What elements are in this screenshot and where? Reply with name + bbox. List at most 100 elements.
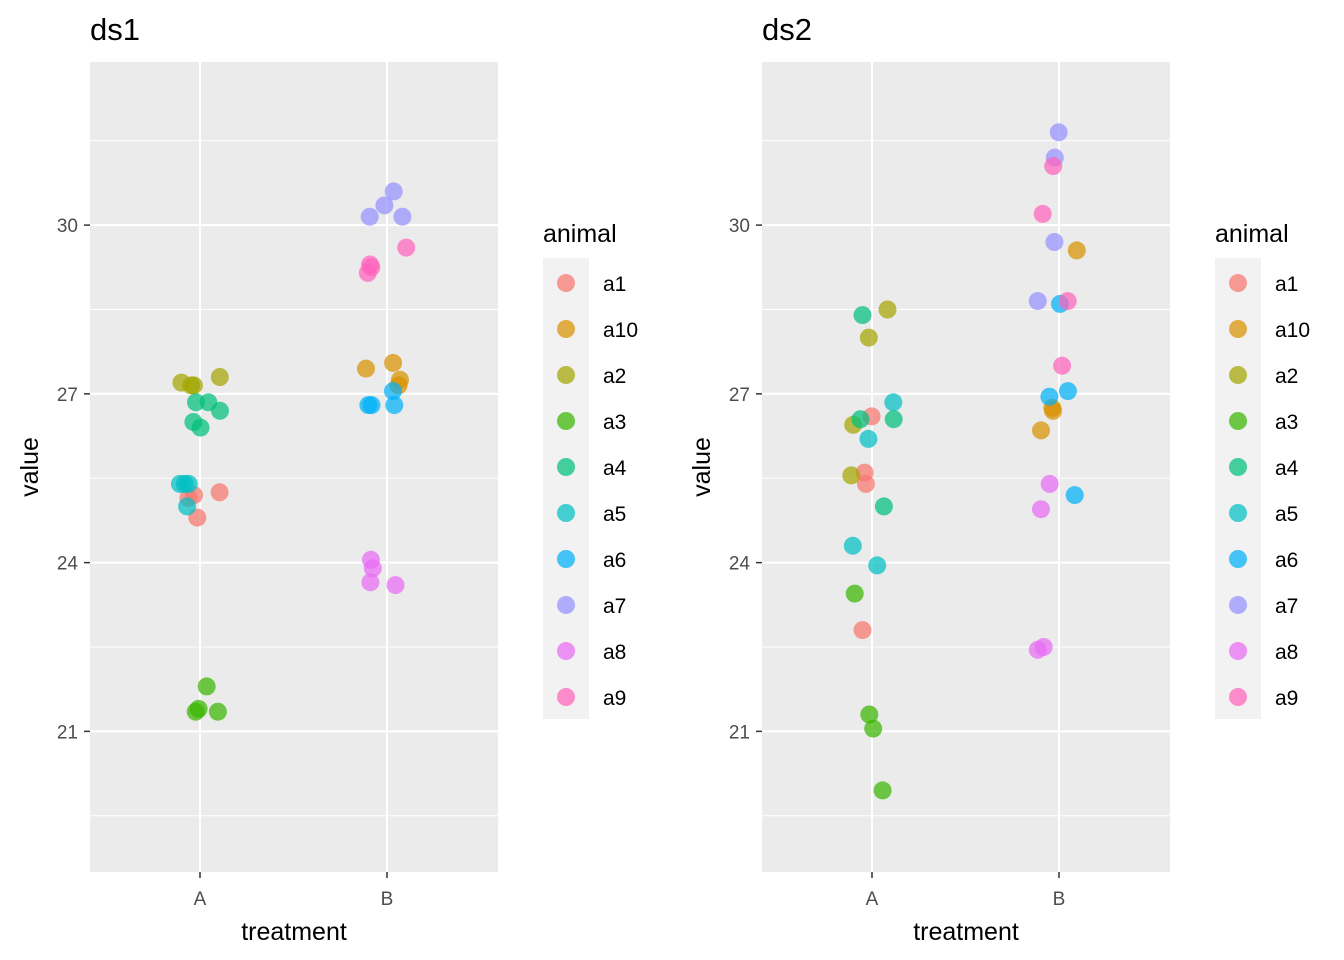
- data-point-a3: [873, 781, 892, 800]
- legend-label: a1: [603, 273, 626, 296]
- panel-background: [762, 62, 1170, 872]
- y-tick-label: 30: [729, 216, 750, 237]
- legend-key-a2: [557, 366, 575, 384]
- x-axis-title: treatment: [241, 918, 347, 946]
- data-point-a7: [384, 182, 403, 201]
- data-point-a3: [860, 705, 879, 724]
- data-point-a5: [868, 556, 887, 575]
- legend-key-a6: [1229, 550, 1247, 568]
- legend-label: a4: [603, 457, 627, 480]
- y-tick-label: 30: [57, 216, 78, 237]
- data-point-a8: [386, 576, 405, 595]
- data-point-a8: [1040, 474, 1059, 493]
- y-tick-label: 27: [57, 385, 78, 406]
- data-point-a3: [189, 699, 208, 718]
- data-point-a6: [1065, 486, 1084, 505]
- legend-title: animal: [1215, 220, 1289, 248]
- data-point-a5: [884, 393, 903, 412]
- data-point-a1: [210, 483, 229, 502]
- legend-key-a8: [557, 642, 575, 660]
- legend-key-a5: [557, 504, 575, 522]
- data-point-a10: [384, 353, 403, 372]
- legend-key-a7: [557, 596, 575, 614]
- data-point-a6: [384, 382, 402, 401]
- legend-key-a9: [557, 688, 575, 706]
- y-tick-label: 21: [57, 722, 78, 743]
- data-point-a5: [179, 474, 198, 493]
- data-point-a4: [851, 410, 870, 429]
- y-tick-label: 24: [57, 554, 79, 575]
- data-point-a10: [1044, 401, 1063, 420]
- data-point-a7: [1028, 292, 1047, 311]
- data-point-a7: [393, 207, 412, 226]
- legend-label: a1: [1275, 273, 1298, 296]
- data-point-a3: [864, 719, 883, 738]
- y-axis-title: value: [16, 437, 44, 497]
- data-point-a8: [363, 559, 382, 578]
- legend-label: a8: [1275, 641, 1298, 664]
- legend-key-a5: [1229, 504, 1247, 522]
- data-point-a2: [210, 368, 229, 386]
- legend-label: a2: [1275, 365, 1298, 388]
- legend-label: a7: [1275, 595, 1298, 618]
- data-point-a4: [211, 401, 229, 420]
- data-point-a4: [853, 306, 872, 325]
- legend-key-a10: [1229, 320, 1247, 338]
- data-point-a8: [1028, 640, 1047, 659]
- data-point-a5: [843, 536, 862, 555]
- legend-label: a9: [1275, 687, 1298, 710]
- data-point-a6: [385, 396, 404, 415]
- data-point-a4: [874, 497, 893, 516]
- legend-label: a10: [603, 319, 638, 342]
- data-point-a2: [842, 466, 861, 485]
- data-point-a9: [1058, 292, 1077, 311]
- legend-label: a3: [1275, 411, 1298, 434]
- legend-key-a7: [1229, 596, 1247, 614]
- legend-key-a3: [1229, 412, 1247, 430]
- y-tick-label: 27: [729, 385, 750, 406]
- data-point-a8: [1032, 500, 1050, 519]
- data-point-a6: [1058, 382, 1077, 401]
- legend-key-a4: [1229, 458, 1247, 476]
- legend-label: a8: [603, 641, 626, 664]
- legend-label: a2: [603, 365, 626, 388]
- legend-title: animal: [543, 220, 617, 248]
- legend-label: a6: [603, 549, 626, 572]
- panel-background: [90, 62, 498, 872]
- legend-key-a3: [557, 412, 575, 430]
- data-point-a10: [1067, 241, 1086, 260]
- legend-key-a8: [1229, 642, 1247, 660]
- legend-key-a10: [557, 320, 575, 338]
- data-point-a10: [357, 359, 375, 378]
- data-point-a8: [361, 573, 380, 592]
- legend-key-a2: [1229, 366, 1247, 384]
- data-point-a4: [191, 418, 210, 437]
- legend-key-a1: [1229, 274, 1247, 292]
- x-axis-title: treatment: [913, 918, 1019, 946]
- x-tick-label: B: [381, 889, 394, 910]
- legend-key-a9: [1229, 688, 1247, 706]
- legend-label: a4: [1275, 457, 1299, 480]
- data-point-a3: [208, 702, 227, 721]
- data-point-a3: [845, 584, 864, 603]
- chart-title: ds2: [762, 12, 812, 47]
- legend-label: a5: [603, 503, 626, 526]
- data-point-a10: [1032, 421, 1050, 440]
- data-point-a9: [397, 238, 416, 257]
- data-point-a4: [884, 410, 903, 429]
- data-point-a9: [1033, 204, 1052, 223]
- legend-label: a5: [1275, 503, 1298, 526]
- data-point-a2: [172, 373, 191, 392]
- data-point-a7: [1049, 123, 1068, 142]
- x-tick-label: B: [1053, 889, 1066, 910]
- data-point-a1: [853, 621, 872, 640]
- chart-title: ds1: [90, 12, 140, 47]
- legend-label: a6: [1275, 549, 1298, 572]
- data-point-a9: [1044, 157, 1063, 176]
- x-tick-label: A: [194, 889, 207, 910]
- legend-label: a3: [603, 411, 626, 434]
- data-point-a6: [1040, 387, 1059, 406]
